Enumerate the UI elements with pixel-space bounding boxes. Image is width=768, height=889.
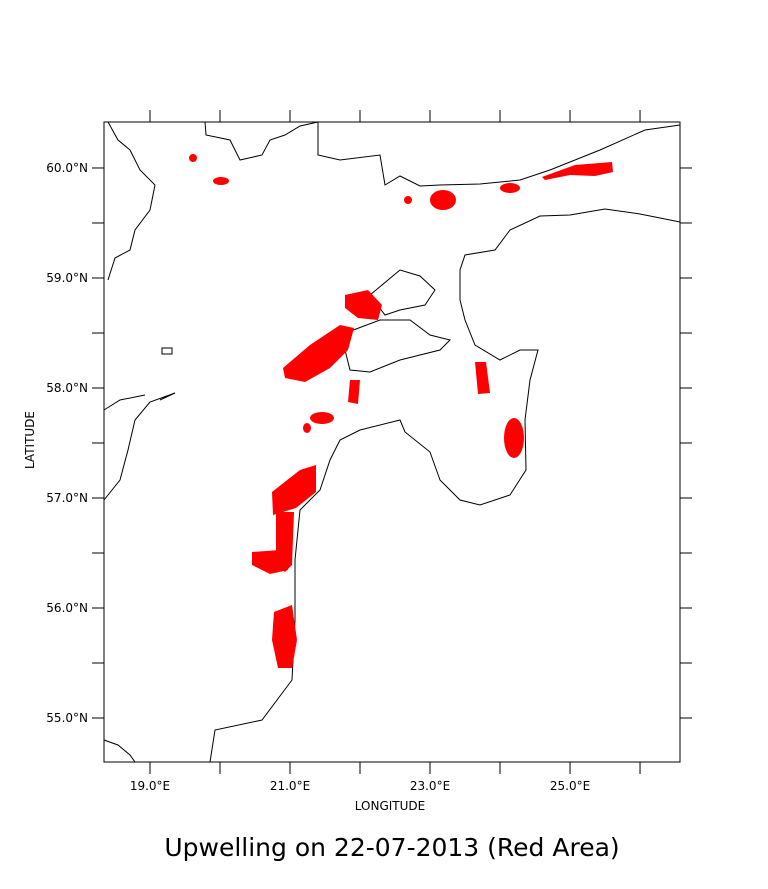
coastline: [107, 121, 156, 281]
coastline: [209, 208, 681, 763]
y-tick-label: 58.0°N: [46, 381, 88, 395]
y-tick-label: 55.0°N: [46, 711, 88, 725]
map-title: Upwelling on 22-07-2013 (Red Area): [164, 833, 619, 862]
upwelling-area: [404, 196, 412, 204]
island: [369, 269, 436, 316]
y-axis-label: LATITUDE: [23, 411, 37, 469]
upwelling-area: [348, 380, 360, 404]
island: [161, 347, 173, 355]
coastline: [103, 394, 146, 411]
upwelling-area: [310, 412, 334, 424]
x-tick-label: 19.0°E: [130, 779, 170, 793]
y-tick-label: 56.0°N: [46, 601, 88, 615]
upwelling-area: [283, 325, 354, 382]
upwelling-area: [303, 423, 311, 433]
upwelling-area: [500, 183, 520, 193]
coastline: [204, 121, 681, 187]
upwelling-area: [475, 362, 490, 394]
upwelling-area: [345, 290, 382, 320]
x-axis-label: LONGITUDE: [355, 799, 425, 813]
upwelling-area: [430, 190, 456, 210]
coastline: [103, 392, 176, 501]
y-tick-label: 60.0°N: [46, 161, 88, 175]
upwelling-area: [252, 550, 288, 574]
coastlines: [103, 121, 681, 763]
upwelling-area: [272, 605, 297, 668]
upwelling-area: [189, 154, 197, 162]
upwelling-area: [542, 162, 613, 180]
x-tick-label: 25.0°E: [550, 779, 590, 793]
upwelling-area: [504, 418, 524, 458]
x-tick-label: 21.0°E: [270, 779, 310, 793]
y-tick-label: 57.0°N: [46, 491, 88, 505]
x-tick-label: 23.0°E: [410, 779, 450, 793]
island: [339, 319, 451, 373]
upwelling-area: [213, 177, 229, 185]
y-tick-label: 59.0°N: [46, 271, 88, 285]
upwelling-area: [272, 465, 316, 515]
coastline: [103, 739, 136, 763]
upwelling-areas: [189, 154, 613, 668]
map-frame: [103, 121, 681, 763]
